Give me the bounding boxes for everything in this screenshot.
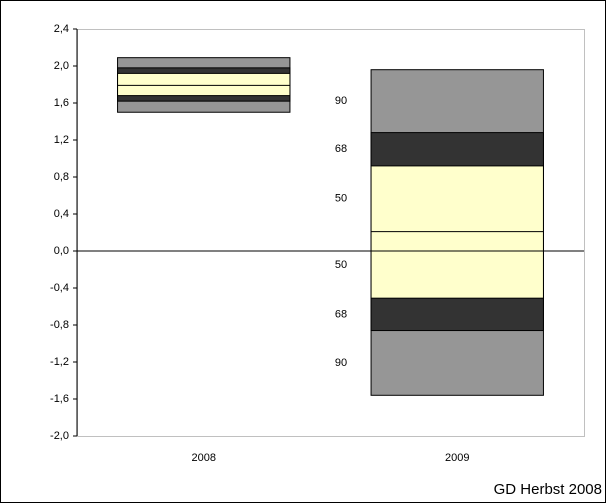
x-tick-label: 2008 [192,452,216,464]
y-tick-label: 0,0 [54,245,69,257]
band-label: 68 [335,143,347,155]
band-label: 50 [335,259,347,271]
source: GD Herbst 2008 [494,481,602,498]
y-tick-label: 2,4 [54,23,69,35]
y-tick-label: 2,0 [54,60,69,72]
y-tick-label: -0,8 [50,319,69,331]
band-label: 68 [335,308,347,320]
band-label: 50 [335,193,347,205]
band-label: 90 [335,95,347,107]
y-tick-label: -2,0 [50,430,69,442]
y-tick-label: 1,6 [54,97,69,109]
band-label: 90 [335,357,347,369]
y-tick-label: 0,8 [54,171,69,183]
band [117,72,291,97]
y-tick-label: 1,2 [54,134,69,146]
y-tick-label: -1,6 [50,393,69,405]
y-tick-label: -0,4 [50,282,69,294]
x-tick-label: 2009 [445,452,469,464]
y-tick-label: 0,4 [54,208,69,220]
y-tick-label: -1,2 [50,356,69,368]
